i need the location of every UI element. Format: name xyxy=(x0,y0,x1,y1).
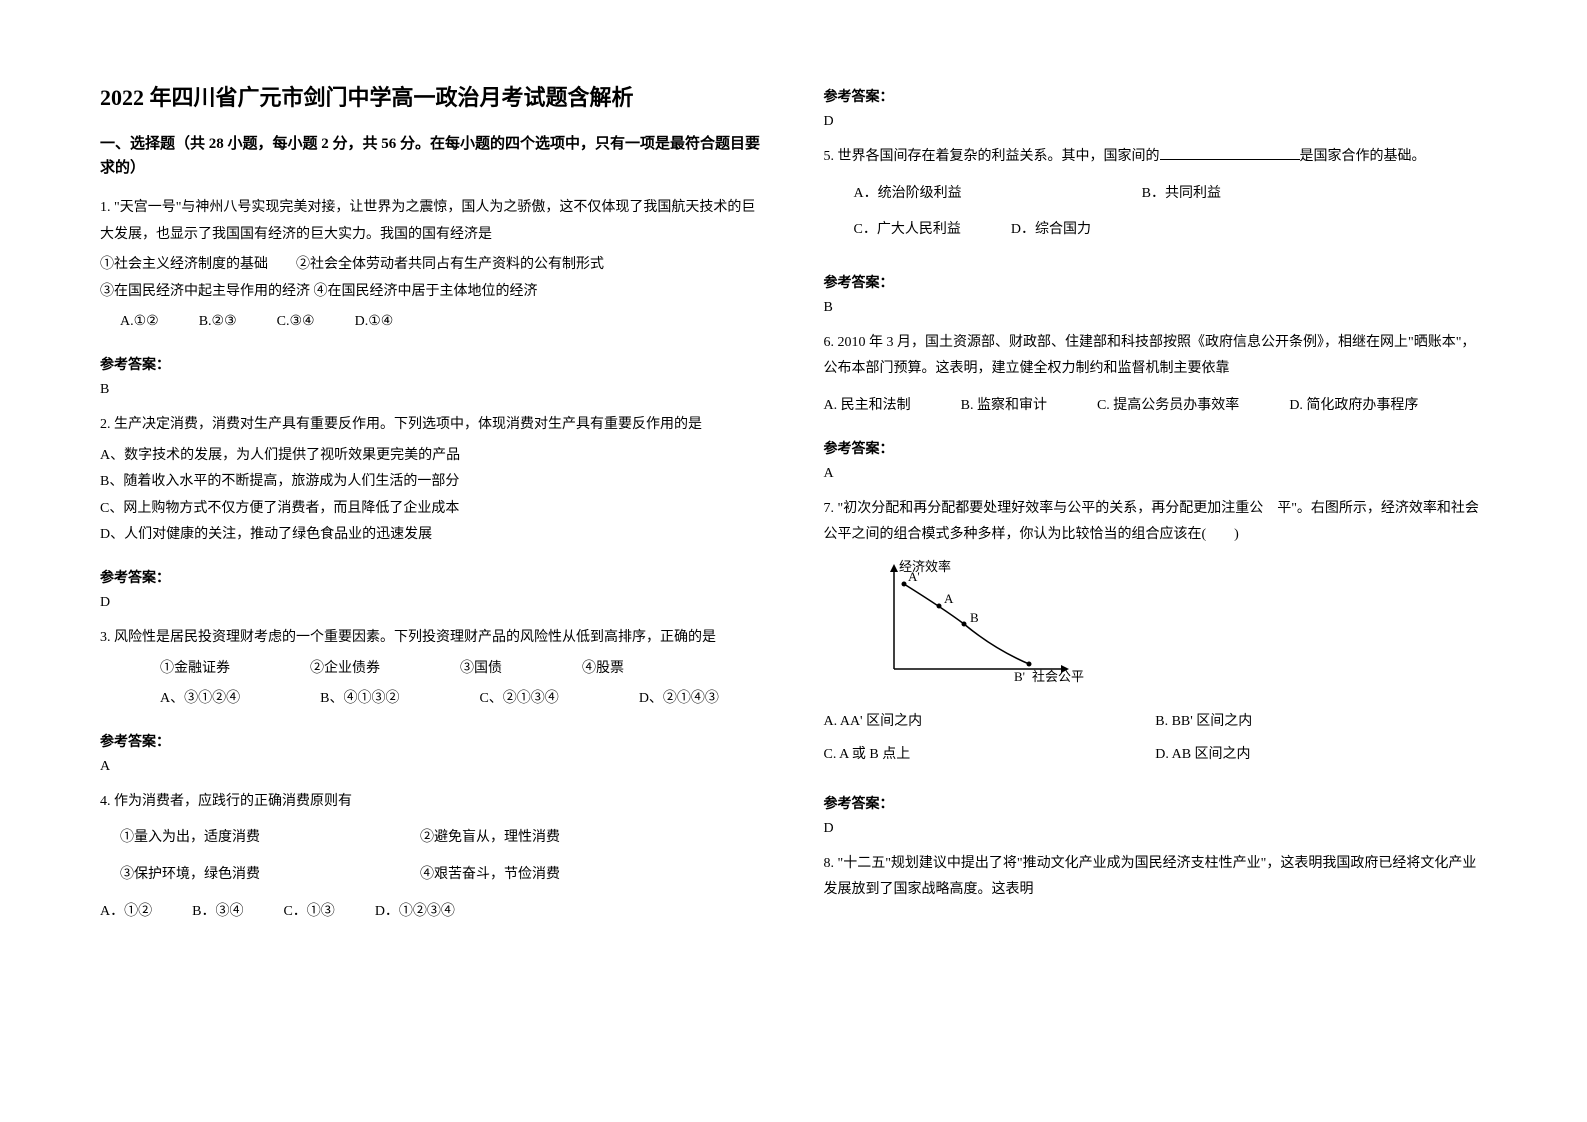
q3-options: A、③①②④ B、④①③② C、②①③④ D、②①④③ xyxy=(100,686,764,713)
q4-opt-c: C．①③ xyxy=(283,899,334,926)
q7-opt-a: A. AA' 区间之内 xyxy=(824,709,1156,736)
q6-answer: A xyxy=(824,466,1488,482)
q5-opt-a: A．统治阶级利益 xyxy=(854,181,962,208)
chart-y-label: 经济效率 xyxy=(899,559,951,574)
q4-opt-a: A．①② xyxy=(100,899,152,926)
q5-answer: B xyxy=(824,300,1488,316)
q3-items: ①金融证券 ②企业债券 ③国债 ④股票 xyxy=(100,656,764,683)
q7-text: 7. "初次分配和再分配都要处理好效率与公平的关系，再分配更加注重公 平"。右图… xyxy=(824,496,1488,549)
q7-chart: A' A B B' 经济效率 社会公平 xyxy=(864,559,1488,700)
page-title: 2022 年四川省广元市剑门中学高一政治月考试题含解析 xyxy=(100,80,764,112)
q3-opt-c: C、②①③④ xyxy=(479,686,558,713)
q8-text: 8. "十二五"规划建议中提出了将"推动文化产业成为国民经济支柱性产业"，这表明… xyxy=(824,851,1488,904)
q7-opt-b: B. BB' 区间之内 xyxy=(1155,709,1487,736)
q2-opt-a: A、数字技术的发展，为人们提供了视听效果更完美的产品 xyxy=(100,443,764,470)
q1-item-1: ①社会主义经济制度的基础 ②社会全体劳动者共同占有生产资料的公有制形式 xyxy=(100,252,764,279)
q3-opt-d: D、②①④③ xyxy=(639,686,719,713)
question-1: 1. "天宫一号"与神州八号实现完美对接，让世界为之震惊，国人为之骄傲，这不仅体… xyxy=(100,195,764,336)
q3-opt-a: A、③①②④ xyxy=(160,686,240,713)
q2-answer: D xyxy=(100,595,764,611)
question-4: 4. 作为消费者，应践行的正确消费原则有 ①量入为出，适度消费 ②避免盲从，理性… xyxy=(100,789,764,925)
section-header: 一、选择题（共 28 小题，每小题 2 分，共 56 分。在每小题的四个选项中，… xyxy=(100,132,764,180)
q3-item-4: ④股票 xyxy=(582,656,624,683)
question-6: 6. 2010 年 3 月，国土资源部、财政部、住建部和科技部按照《政府信息公开… xyxy=(824,330,1488,420)
efficiency-equity-curve: A' A B B' 经济效率 社会公平 xyxy=(864,559,1084,689)
q4-answer: D xyxy=(824,114,1488,130)
q1-item-2: ③在国民经济中起主导作用的经济 ④在国民经济中居于主体地位的经济 xyxy=(100,279,764,306)
q3-answer: A xyxy=(100,759,764,775)
question-3: 3. 风险性是居民投资理财考虑的一个重要因素。下列投资理财产品的风险性从低到高排… xyxy=(100,625,764,713)
chart-point-a: A xyxy=(944,591,954,606)
q2-text: 2. 生产决定消费，消费对生产具有重要反作用。下列选项中，体现消费对生产具有重要… xyxy=(100,412,764,439)
q7-opt-d: D. AB 区间之内 xyxy=(1155,742,1487,769)
question-7: 7. "初次分配和再分配都要处理好效率与公平的关系，再分配更加注重公 平"。右图… xyxy=(824,496,1488,775)
q7-answer-label: 参考答案： xyxy=(824,793,1488,813)
question-2: 2. 生产决定消费，消费对生产具有重要反作用。下列选项中，体现消费对生产具有重要… xyxy=(100,412,764,549)
q6-opt-d: D. 简化政府办事程序 xyxy=(1289,393,1418,420)
q3-item-2: ②企业债券 xyxy=(310,656,380,683)
q6-text: 6. 2010 年 3 月，国土资源部、财政部、住建部和科技部按照《政府信息公开… xyxy=(824,330,1488,383)
q4-opt-b: B．③④ xyxy=(192,899,243,926)
q5-text-before: 5. 世界各国间存在着复杂的利益关系。其中，国家间的 xyxy=(824,149,1160,164)
q3-item-1: ①金融证券 xyxy=(160,656,230,683)
q1-options: A.①② B.②③ C.③④ D.①④ xyxy=(100,309,764,336)
q5-opt-c: C．广大人民利益 xyxy=(854,217,961,244)
q2-opt-b: B、随着收入水平的不断提高，旅游成为人们生活的一部分 xyxy=(100,469,764,496)
q6-opt-b: B. 监察和审计 xyxy=(961,393,1047,420)
q6-opt-a: A. 民主和法制 xyxy=(824,393,911,420)
q1-text: 1. "天宫一号"与神州八号实现完美对接，让世界为之震惊，国人为之骄傲，这不仅体… xyxy=(100,195,764,248)
q1-opt-b: B.②③ xyxy=(199,309,237,336)
q2-opt-c: C、网上购物方式不仅方便了消费者，而且降低了企业成本 xyxy=(100,496,764,523)
question-8: 8. "十二五"规划建议中提出了将"推动文化产业成为国民经济支柱性产业"，这表明… xyxy=(824,851,1488,908)
q4-answer-label: 参考答案： xyxy=(824,86,1488,106)
q3-text: 3. 风险性是居民投资理财考虑的一个重要因素。下列投资理财产品的风险性从低到高排… xyxy=(100,625,764,652)
q1-opt-c: C.③④ xyxy=(277,309,315,336)
q1-opt-d: D.①④ xyxy=(355,309,394,336)
q2-answer-label: 参考答案： xyxy=(100,567,764,587)
q7-opt-c: C. A 或 B 点上 xyxy=(824,742,1156,769)
q6-opt-c: C. 提高公务员办事效率 xyxy=(1097,393,1239,420)
q5-text-after: 是国家合作的基础。 xyxy=(1300,149,1426,164)
q5-blank xyxy=(1160,146,1300,160)
q3-opt-b: B、④①③② xyxy=(320,686,399,713)
q4-item-4: ④艰苦奋斗，节俭消费 xyxy=(420,862,560,889)
q5-answer-label: 参考答案： xyxy=(824,272,1488,292)
chart-point-b-prime: B' xyxy=(1014,669,1025,684)
left-column: 2022 年四川省广元市剑门中学高一政治月考试题含解析 一、选择题（共 28 小… xyxy=(100,80,764,1042)
q1-opt-a: A.①② xyxy=(120,309,159,336)
q4-item-2: ②避免盲从，理性消费 xyxy=(420,825,560,852)
q4-item-3: ③保护环境，绿色消费 xyxy=(120,862,260,889)
q5-opt-d: D．综合国力 xyxy=(1011,217,1091,244)
q2-opt-d: D、人们对健康的关注，推动了绿色食品业的迅速发展 xyxy=(100,522,764,549)
q3-item-3: ③国债 xyxy=(460,656,502,683)
q6-answer-label: 参考答案： xyxy=(824,438,1488,458)
q4-opt-d: D．①②③④ xyxy=(375,899,455,926)
right-column: 参考答案： D 5. 世界各国间存在着复杂的利益关系。其中，国家间的 是国家合作的… xyxy=(824,80,1488,1042)
chart-x-label: 社会公平 xyxy=(1032,669,1084,684)
q4-text: 4. 作为消费者，应践行的正确消费原则有 xyxy=(100,789,764,816)
chart-point-b: B xyxy=(970,610,979,625)
q1-answer-label: 参考答案： xyxy=(100,354,764,374)
q4-item-1: ①量入为出，适度消费 xyxy=(120,825,260,852)
q5-opt-b: B．共同利益 xyxy=(1142,181,1221,208)
question-5: 5. 世界各国间存在着复杂的利益关系。其中，国家间的 是国家合作的基础。 A．统治… xyxy=(824,144,1488,254)
q3-answer-label: 参考答案： xyxy=(100,731,764,751)
q7-answer: D xyxy=(824,821,1488,837)
q1-answer: B xyxy=(100,382,764,398)
